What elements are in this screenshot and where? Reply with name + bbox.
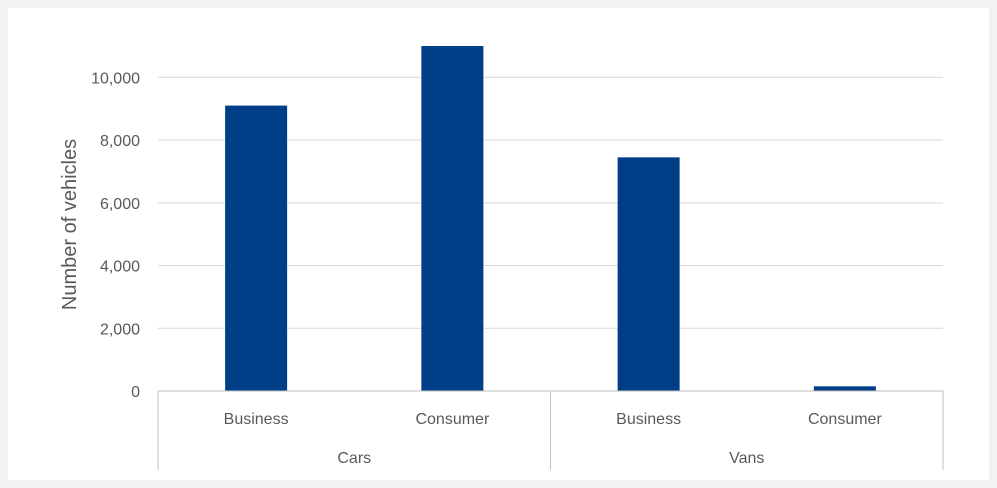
group-label: Vans <box>729 450 764 467</box>
group-label: Cars <box>337 450 371 467</box>
y-axis-ticks: 0 2,000 4,000 6,000 8,000 10,000 <box>91 70 140 401</box>
category-label: Business <box>616 411 681 428</box>
category-label: Business <box>224 411 289 428</box>
bar-chart: 0 2,000 4,000 6,000 8,000 10,000 Business Cons… <box>59 46 944 470</box>
category-label: Consumer <box>808 411 882 428</box>
bar-cars-consumer <box>421 46 484 391</box>
y-axis-title: Number of vehicles <box>59 139 81 310</box>
y-tick-label: 0 <box>131 384 140 401</box>
y-tick-label: 2,000 <box>100 321 140 338</box>
y-tick-label: 10,000 <box>91 70 140 87</box>
bar-vans-business <box>617 157 680 391</box>
gridlines <box>158 76 943 329</box>
x-axis: Business Consumer Cars Business Consumer Vans <box>157 390 944 470</box>
bars <box>225 46 876 391</box>
y-tick-label: 4,000 <box>100 259 140 276</box>
bar-cars-business <box>225 105 288 391</box>
category-label: Consumer <box>415 411 489 428</box>
y-tick-label: 6,000 <box>100 196 140 213</box>
chart-container: 0 2,000 4,000 6,000 8,000 10,000 Business Cons… <box>8 8 989 480</box>
y-tick-label: 8,000 <box>100 133 140 150</box>
bar-vans-consumer <box>813 386 876 391</box>
